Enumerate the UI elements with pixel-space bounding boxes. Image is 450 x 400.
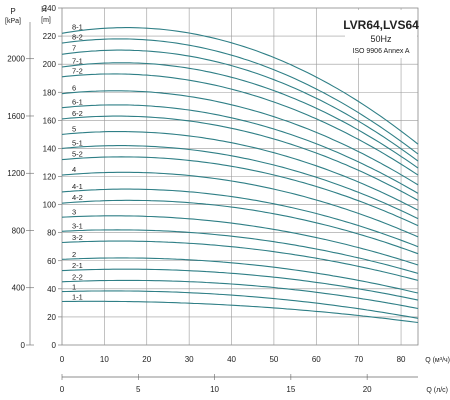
curve-4-2	[61, 199, 419, 255]
x-axis-ticks: 0 10 20 30 40 50 60 70 80	[60, 355, 406, 364]
series-labels: 1-112-2 2-1 2 3-2 3-1 3 4-2 4-1 4 5-2 5-1 5 6-2 6-1 6 7…	[72, 22, 83, 301]
curve-label: 3-2	[72, 233, 83, 242]
curve-8-2	[61, 38, 419, 155]
chart-subtitle: 50Hz	[370, 34, 392, 44]
curve-3-1	[61, 229, 419, 274]
h-tick-label: 80	[47, 229, 56, 238]
curve-7	[61, 49, 419, 162]
curve-label: 3-1	[72, 222, 83, 231]
curve-label: 7-2	[72, 67, 83, 76]
curve-label: 4	[72, 165, 76, 174]
x2-axis-label: Q (л/с)	[426, 387, 448, 394]
h-tick-label: 0	[52, 341, 57, 350]
h-tick-label: 20	[47, 313, 56, 322]
p-axis-unit: [kPa]	[5, 18, 21, 25]
curve-label: 5-1	[72, 138, 83, 147]
p-axis-ticks: 0 400 800 1200 1600 2000	[7, 22, 34, 350]
curve-6-1	[61, 104, 419, 194]
x2-tick-label: 15	[286, 385, 295, 394]
p-tick-label: 1600	[7, 112, 25, 121]
x2-tick-label: 5	[136, 385, 141, 394]
curve-6-2	[61, 115, 419, 201]
p-tick-label: 400	[12, 284, 26, 293]
curve-5	[61, 131, 419, 211]
curve-2-2	[61, 279, 419, 310]
x2-axis-ticks: 0 5 10 15 20	[60, 374, 372, 394]
h-axis-title: H	[41, 5, 47, 14]
curve-label: 1	[72, 282, 76, 291]
x-tick-label: 80	[397, 355, 406, 364]
x-tick-label: 40	[227, 355, 236, 364]
x-tick-label: 10	[100, 355, 109, 364]
curve-label: 2	[72, 250, 76, 259]
p-tick-label: 1200	[7, 169, 25, 178]
curve-3	[61, 215, 419, 266]
curve-1-1	[61, 300, 419, 324]
title-box	[345, 10, 417, 58]
curve-label: 7-1	[72, 56, 83, 65]
curve-label: 6-2	[72, 109, 83, 118]
chart-title: LVR64,LVS64	[343, 18, 419, 32]
h-tick-label: 160	[43, 116, 57, 125]
curve-label: 7	[72, 44, 76, 53]
curve-label: 8-2	[72, 32, 83, 41]
p-tick-label: 800	[12, 226, 26, 235]
curve-3-2	[61, 240, 419, 281]
curve-label: 8-1	[72, 22, 83, 31]
x-axis-label: Q (м³/ч)	[425, 357, 450, 364]
x-tick-label: 30	[185, 355, 194, 364]
curve-label: 4-1	[72, 182, 83, 191]
curve-label: 1-1	[72, 292, 83, 301]
h-tick-label: 180	[43, 88, 57, 97]
h-tick-label: 120	[43, 173, 57, 182]
curve-1	[61, 290, 419, 319]
series-curves	[61, 27, 419, 324]
x2-tick-label: 20	[363, 385, 372, 394]
x2-tick-label: 10	[210, 385, 219, 394]
curve-7-1	[61, 62, 419, 169]
curve-label: 2-1	[72, 261, 83, 270]
p-axis-title: P	[10, 7, 15, 16]
curve-5-1	[61, 145, 419, 220]
x-tick-label: 20	[142, 355, 151, 364]
x-tick-label: 50	[269, 355, 278, 364]
curve-7-2	[61, 73, 419, 176]
x2-tick-label: 0	[60, 385, 65, 394]
h-tick-label: 60	[47, 257, 56, 266]
curve-label: 6	[72, 83, 76, 92]
curve-label: 3	[72, 208, 76, 217]
curve-label: 5	[72, 124, 76, 133]
curve-label: 6-1	[72, 98, 83, 107]
curve-2	[61, 257, 419, 294]
p-tick-label: 0	[21, 341, 26, 350]
chart-note: ISO 9906 Annex A	[352, 48, 410, 55]
curve-label: 4-2	[72, 193, 83, 202]
grid-lines	[62, 8, 418, 345]
curve-8-1	[61, 27, 419, 145]
h-tick-label: 140	[43, 144, 57, 153]
h-tick-label: 200	[43, 60, 57, 69]
curve-2-1	[61, 268, 419, 301]
x-tick-label: 70	[354, 355, 363, 364]
h-axis-unit: [m]	[41, 17, 51, 24]
x-tick-label: 60	[312, 355, 321, 364]
h-tick-label: 220	[43, 32, 57, 41]
curve-6	[61, 90, 419, 186]
x-tick-label: 0	[60, 355, 65, 364]
h-axis-ticks: 0 20 40 60 80 100 120 140 160 180 200 220 240	[43, 4, 62, 350]
curve-label: 5-2	[72, 150, 83, 159]
p-tick-label: 2000	[7, 55, 25, 64]
h-tick-label: 240	[43, 4, 57, 13]
h-tick-label: 100	[43, 201, 57, 210]
curve-4	[61, 171, 419, 238]
curve-4-1	[61, 188, 419, 248]
h-tick-label: 40	[47, 285, 56, 294]
curve-label: 2-2	[72, 272, 83, 281]
curve-5-2	[61, 156, 419, 227]
